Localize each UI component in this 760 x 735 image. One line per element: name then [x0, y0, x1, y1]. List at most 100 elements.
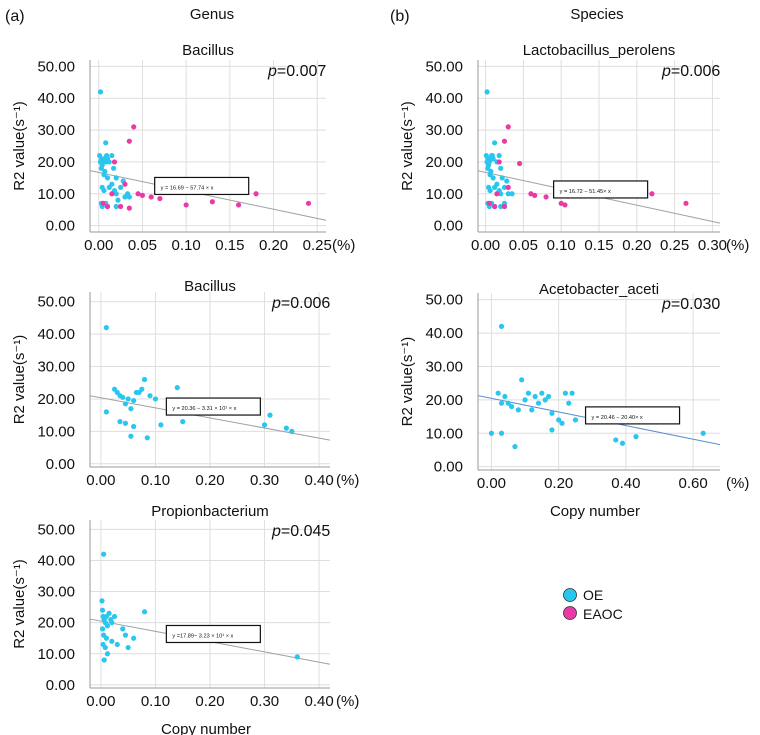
- x-tick-label: 0.00: [84, 237, 113, 254]
- p-value-number: =0.030: [671, 296, 720, 313]
- p-value-label: p=0.006: [271, 295, 330, 312]
- panel-b-label: (b): [390, 8, 410, 25]
- data-point-oe: [120, 626, 126, 632]
- data-point-oe: [174, 385, 180, 391]
- data-point-oe: [104, 623, 111, 629]
- data-point-eaoc: [111, 159, 118, 165]
- p-value-number: =0.006: [281, 295, 330, 312]
- legend-eaoc-marker: [563, 606, 577, 620]
- y-tick-label: 10.00: [37, 186, 75, 203]
- data-point-eaoc: [235, 202, 242, 208]
- data-point-oe: [115, 197, 121, 203]
- data-point-eaoc: [104, 203, 111, 210]
- data-point-oe: [495, 390, 501, 396]
- equation-box: [165, 624, 261, 644]
- data-point-oe: [109, 638, 115, 644]
- y-tick-label: 0.00: [46, 677, 75, 694]
- data-point-oe: [498, 400, 505, 406]
- data-point-oe: [144, 435, 150, 441]
- data-point-oe: [128, 433, 134, 439]
- data-point-oe: [509, 403, 515, 410]
- data-point-oe: [141, 376, 148, 383]
- equation-box: [154, 176, 250, 196]
- x-tick-label: 0.30: [250, 693, 279, 710]
- data-point-oe: [101, 172, 107, 178]
- p-value-number: =0.045: [281, 523, 330, 540]
- data-point-oe: [569, 390, 575, 396]
- data-point-oe: [113, 175, 119, 181]
- x-tick-label: 0.25: [303, 237, 332, 254]
- data-point-oe: [498, 203, 504, 210]
- data-point-oe: [549, 427, 555, 433]
- data-point-oe: [109, 181, 115, 187]
- y-tick-label: 20.00: [37, 154, 75, 171]
- x-tick-label: 0.25: [660, 237, 689, 254]
- x-tick-label: 0.15: [584, 237, 613, 254]
- x-tick-label: 0.10: [141, 472, 170, 489]
- data-point-oe: [139, 386, 145, 392]
- x-tick-label: 0.10: [141, 693, 170, 710]
- equation-box: [584, 406, 681, 425]
- data-point-eaoc: [253, 191, 259, 197]
- x-tick-label: 0.30: [698, 237, 727, 254]
- data-point-eaoc: [543, 194, 549, 200]
- data-point-oe: [502, 393, 508, 400]
- equation-text: y = 20.36 − 3.31 × 10¹ × x: [172, 406, 236, 412]
- chart-species-acetobacter-aceti: 0.00 10.00 20.00 30.00 40.00 50.00 0.00 0.20 0.4…: [399, 281, 749, 520]
- panel-a-label: (a): [5, 8, 25, 25]
- data-point-oe: [488, 430, 495, 436]
- y-tick-label: 50.00: [37, 294, 75, 311]
- data-point-oe: [131, 635, 137, 641]
- x-tick-label: 0.40: [304, 693, 333, 710]
- data-point-oe: [261, 422, 268, 428]
- x-tick-label: 0.60: [679, 475, 708, 492]
- data-point-oe: [120, 394, 126, 400]
- p-value-label: p=0.006: [661, 63, 720, 80]
- data-point-oe: [289, 428, 295, 434]
- chart-genus-bacillus-middle: 0.00 10.00 20.00 30.00 40.00 50.00 0.00 0.10 0.2…: [11, 278, 359, 489]
- y-tick-label: 10.00: [37, 646, 75, 663]
- data-point-oe: [509, 191, 515, 197]
- data-point-oe: [125, 644, 131, 651]
- data-point-oe: [490, 156, 496, 162]
- y-tick-label: 30.00: [425, 358, 463, 375]
- p-value-number: =0.007: [277, 63, 326, 80]
- data-point-oe: [101, 187, 107, 194]
- legend-oe-marker: [563, 588, 577, 602]
- data-point-eaoc: [183, 202, 189, 208]
- legend: OE EAOC: [563, 587, 623, 622]
- data-point-oe: [498, 323, 505, 329]
- data-point-oe: [103, 325, 109, 331]
- data-point-eaoc: [516, 160, 523, 167]
- y-tick-label: 40.00: [425, 325, 463, 342]
- data-point-oe: [111, 613, 118, 620]
- x-tick-label: 0.20: [622, 237, 651, 254]
- y-tick-label: 0.00: [46, 456, 75, 473]
- data-point-oe: [545, 393, 552, 400]
- data-point-oe: [117, 419, 123, 425]
- data-point-oe: [125, 396, 131, 402]
- data-point-eaoc: [139, 192, 146, 198]
- y-tick-label: 10.00: [425, 186, 463, 203]
- x-tick-label: 0.20: [195, 472, 224, 489]
- chart-title: Propionbacterium: [151, 503, 269, 520]
- data-point-eaoc: [109, 191, 115, 197]
- p-value-label: p=0.030: [661, 296, 720, 313]
- data-point-eaoc: [305, 200, 312, 206]
- data-point-oe: [505, 191, 511, 197]
- data-point-oe: [158, 422, 164, 428]
- legend-oe-label: OE: [583, 587, 603, 603]
- chart-title: Bacillus: [182, 42, 234, 59]
- y-tick-label: 0.00: [434, 218, 463, 235]
- data-point-oe: [498, 191, 504, 197]
- data-point-oe: [294, 654, 300, 660]
- x-axis-label: Copy number: [161, 721, 251, 735]
- data-point-oe: [556, 417, 562, 423]
- equation-text: y = 16.69 − 57.74 × x: [161, 185, 214, 191]
- p-value-prefix: p: [271, 295, 281, 312]
- data-point-oe: [549, 410, 555, 416]
- data-point-oe: [498, 430, 505, 436]
- data-point-oe: [613, 437, 619, 443]
- data-point-eaoc: [496, 159, 502, 165]
